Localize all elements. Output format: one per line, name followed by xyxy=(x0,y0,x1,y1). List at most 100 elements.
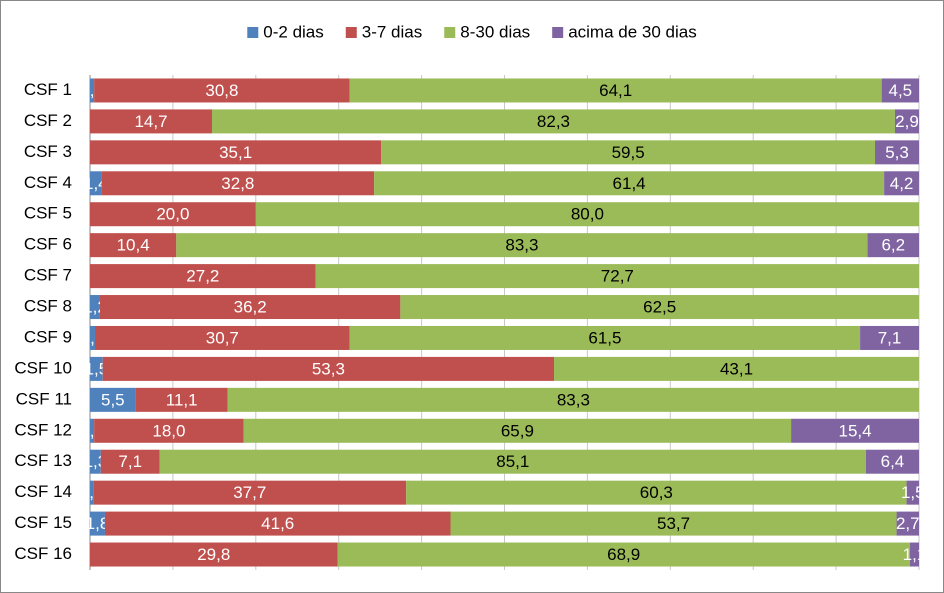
bar-segment xyxy=(315,264,919,289)
bar-segment xyxy=(94,418,244,443)
bar-segment xyxy=(337,542,910,567)
data-label: 4,5 xyxy=(889,81,913,100)
data-label: 29,8 xyxy=(197,545,230,564)
bar-segment xyxy=(884,171,919,196)
data-label: 10,4 xyxy=(117,236,150,255)
data-label: 83,3 xyxy=(505,236,538,255)
bar-segment xyxy=(243,418,792,443)
bar-segment xyxy=(349,325,861,350)
y-tick-label: CSF 2 xyxy=(24,111,72,130)
data-label: 72,7 xyxy=(601,267,634,286)
bar-segment xyxy=(176,233,868,258)
legend: 0-2 dias 3-7 dias 8-30 dias acima de 30 dia… xyxy=(247,22,697,41)
y-tick-label: CSF 7 xyxy=(24,266,72,285)
bar-segment xyxy=(90,387,136,412)
data-label: 62,5 xyxy=(643,298,676,317)
data-label: 80,0 xyxy=(571,205,604,224)
y-tick-label: CSF 15 xyxy=(14,513,72,532)
data-label: 7,1 xyxy=(878,328,902,347)
bar-segment xyxy=(90,109,212,134)
data-label: 11,1 xyxy=(166,390,198,409)
bar-segment xyxy=(90,449,101,474)
y-tick-label: CSF 10 xyxy=(14,358,72,377)
data-label: 53,3 xyxy=(312,359,345,378)
bar-segment xyxy=(894,109,919,134)
data-label: 35,1 xyxy=(219,143,252,162)
bar-segment xyxy=(90,78,95,103)
bar-segment xyxy=(255,202,920,227)
bar-segment xyxy=(791,418,919,443)
bar-segment xyxy=(90,418,95,443)
legend-label: 8-30 dias xyxy=(460,22,530,41)
data-label: 18,0 xyxy=(152,421,185,440)
data-label: 20,0 xyxy=(156,205,189,224)
bar-segment xyxy=(135,387,228,412)
legend-label: 3-7 dias xyxy=(362,22,422,41)
data-label: 64,1 xyxy=(599,81,632,100)
bar-segment xyxy=(94,78,350,103)
y-tick-label: CSF 9 xyxy=(24,327,72,346)
legend-swatch xyxy=(444,27,456,38)
y-tick-label: CSF 1 xyxy=(24,80,72,99)
data-label: 2,9 xyxy=(895,112,919,131)
bar-segment xyxy=(381,140,876,165)
data-label: 7,1 xyxy=(118,452,142,471)
data-label: 85,1 xyxy=(496,452,529,471)
data-label: 6,2 xyxy=(881,236,905,255)
data-label: 1,8 xyxy=(86,514,110,533)
bar-segment xyxy=(90,511,105,536)
data-label: 59,5 xyxy=(612,143,645,162)
y-tick-label: CSF 4 xyxy=(24,173,72,192)
bar-segment xyxy=(865,449,919,474)
data-label: 2,7 xyxy=(896,514,920,533)
bar-segment xyxy=(159,449,866,474)
bar-segment xyxy=(90,325,95,350)
data-label: 30,7 xyxy=(206,328,239,347)
data-label: 27,2 xyxy=(186,267,219,286)
bar-segment xyxy=(94,325,350,350)
bar-segment xyxy=(104,511,451,536)
data-label: 30,8 xyxy=(205,81,238,100)
y-tick-label: CSF 3 xyxy=(24,142,72,161)
bar-segment xyxy=(90,171,102,196)
bar-segment xyxy=(860,325,919,350)
data-label: 37,7 xyxy=(233,483,266,502)
bar-segment xyxy=(100,449,160,474)
data-label: 1,5 xyxy=(85,359,109,378)
y-tick-label: CSF 8 xyxy=(24,297,72,316)
data-label: 4,2 xyxy=(890,174,914,193)
data-label: 1,1 xyxy=(903,545,927,564)
legend-swatch xyxy=(552,27,564,38)
data-label: 82,3 xyxy=(537,112,570,131)
data-label: 6,4 xyxy=(881,452,905,471)
data-label: 14,7 xyxy=(134,112,167,131)
legend-swatch xyxy=(247,27,259,38)
data-label: 15,4 xyxy=(838,421,871,440)
data-label: 36,2 xyxy=(234,298,267,317)
y-tick-label: CSF 13 xyxy=(14,451,72,470)
bar-segment xyxy=(211,109,895,134)
bar-segment xyxy=(90,542,338,567)
bar-segment xyxy=(90,356,103,381)
bar-segment xyxy=(99,295,401,320)
data-label: 53,7 xyxy=(657,514,690,533)
data-label: 68,9 xyxy=(607,545,640,564)
bar-segment xyxy=(227,387,919,412)
data-label: 65,9 xyxy=(501,421,534,440)
bar-segment xyxy=(906,480,919,505)
data-label: 43,1 xyxy=(720,359,753,378)
data-label: 60,3 xyxy=(640,483,673,502)
bar-segment xyxy=(93,480,407,505)
bar-segment xyxy=(90,233,177,258)
bar-segment xyxy=(349,78,882,103)
data-label: 83,3 xyxy=(557,390,590,409)
bar-segment xyxy=(90,264,316,289)
data-label: 61,4 xyxy=(613,174,646,193)
bar-segment xyxy=(90,202,256,227)
bar-segment xyxy=(450,511,897,536)
data-label: 5,5 xyxy=(101,390,125,409)
y-tick-label: CSF 14 xyxy=(14,482,72,501)
data-label: 61,5 xyxy=(588,328,621,347)
bar-segment xyxy=(406,480,907,505)
